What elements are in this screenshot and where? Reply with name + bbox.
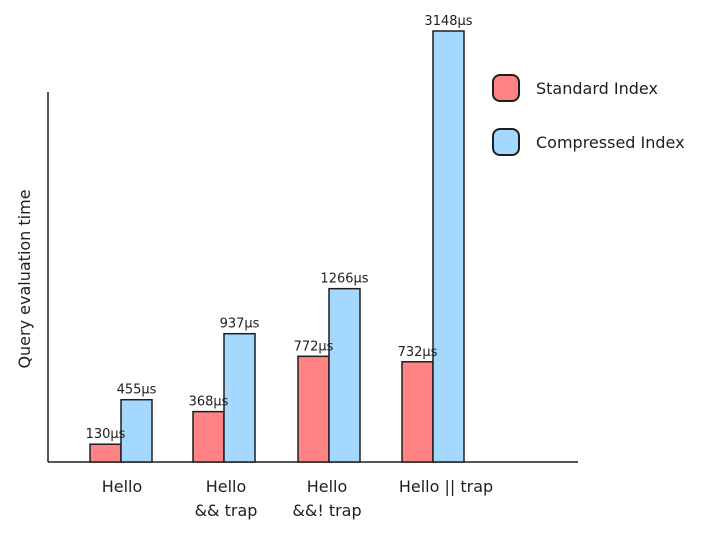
bar-standard-0 xyxy=(89,443,122,463)
x-tick-label-3-0: Hello || trap xyxy=(399,477,493,496)
bar-standard-1 xyxy=(192,410,225,463)
data-label-compressed-0: 455µs xyxy=(117,383,157,398)
data-label-compressed-1: 937µs xyxy=(220,317,260,332)
x-tick-label-1-1: && trap xyxy=(195,501,258,520)
data-label-standard-0: 130µs xyxy=(86,427,126,442)
data-label-standard-2: 772µs xyxy=(294,339,334,354)
data-label-compressed-3: 3148µs xyxy=(424,14,472,29)
legend-swatch-compressed-index xyxy=(492,128,520,156)
bar-compressed-0 xyxy=(120,398,153,463)
x-tick-label-1-0: Hello xyxy=(206,477,247,496)
x-tick-labels: Hello Hello && trap Hello &&! trap Hello || t… xyxy=(102,477,493,520)
data-labels: 130µs 368µs 772µs 732µs 455µs 937µs 1266µs 3148… xyxy=(86,14,473,442)
x-tick-label-0-0: Hello xyxy=(102,477,143,496)
legend: Standard Index Compressed Index xyxy=(492,68,685,176)
x-tick-label-2-0: Hello xyxy=(307,477,348,496)
legend-label-compressed-index: Compressed Index xyxy=(536,132,685,152)
legend-swatch-standard-index xyxy=(492,74,520,102)
bar-compressed-1 xyxy=(223,332,256,463)
bar-compressed-2 xyxy=(328,287,361,463)
bars xyxy=(89,30,465,463)
data-label-compressed-2: 1266µs xyxy=(320,272,368,287)
legend-item-compressed-index: Compressed Index xyxy=(492,122,685,162)
bar-compressed-3 xyxy=(432,30,465,463)
bar-standard-3 xyxy=(401,361,434,463)
x-tick-label-2-1: &&! trap xyxy=(292,501,361,520)
data-label-standard-3: 732µs xyxy=(398,345,438,360)
legend-label-standard-index: Standard Index xyxy=(536,78,658,98)
legend-item-standard-index: Standard Index xyxy=(492,68,685,108)
data-label-standard-1: 368µs xyxy=(189,395,229,410)
y-axis-label: Query evaluation time xyxy=(15,189,34,368)
bar-standard-2 xyxy=(297,355,330,463)
